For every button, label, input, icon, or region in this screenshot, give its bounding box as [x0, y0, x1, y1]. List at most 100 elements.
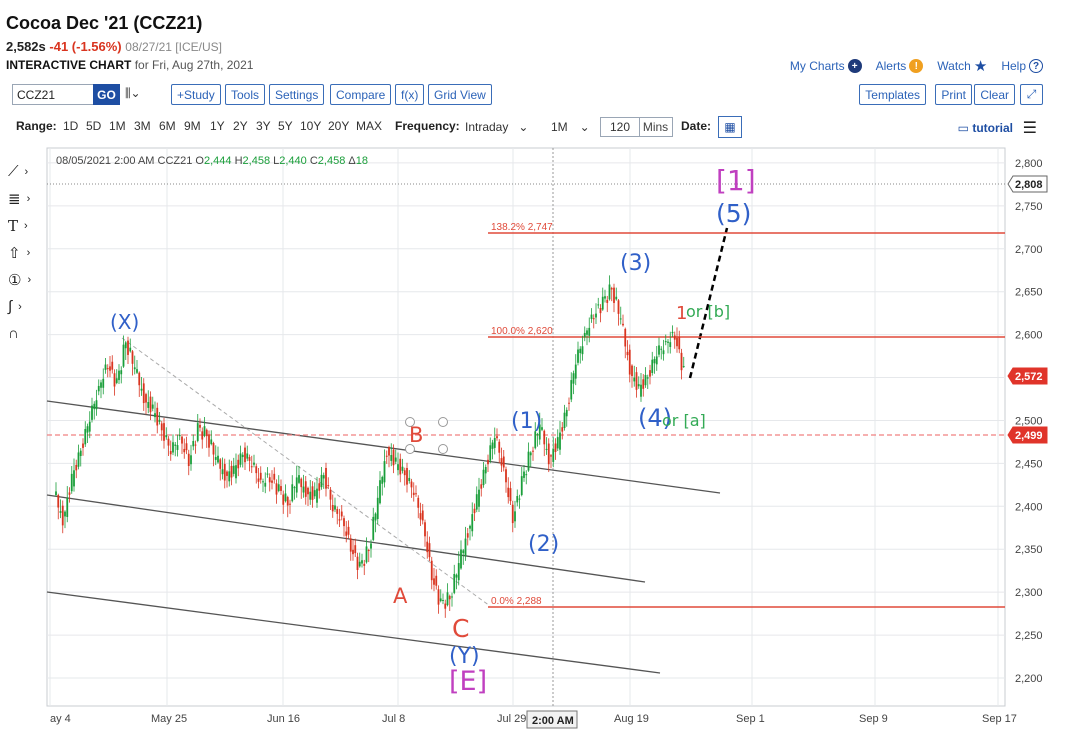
price-tag-box	[1007, 175, 1048, 193]
candle-body	[106, 368, 109, 370]
channel-line	[46, 400, 721, 494]
templates-button[interactable]: Templates	[859, 84, 926, 105]
range-10y[interactable]: 10Y	[300, 119, 322, 133]
range-1y[interactable]: 1Y	[210, 119, 225, 133]
candle-body	[113, 373, 116, 387]
candle-body	[372, 516, 375, 540]
candle-body	[241, 454, 244, 458]
candle-body	[586, 330, 588, 335]
date-label: Date:	[681, 119, 712, 133]
candle-body	[61, 505, 64, 526]
candle-body	[208, 434, 210, 448]
candle-body	[491, 442, 494, 449]
candle-body	[628, 349, 631, 375]
watch-link[interactable]: Watch ★	[937, 57, 987, 75]
price-chart[interactable]: 2,2002,2502,3002,3502,4002,4502,5002,550…	[0, 145, 1065, 744]
add-study-button[interactable]: +Study	[171, 84, 221, 105]
wave-label: (Y)	[449, 644, 480, 669]
my-charts-link[interactable]: My Charts +	[790, 59, 862, 73]
range-1d[interactable]: 1D	[63, 119, 79, 133]
candle-body	[680, 352, 683, 371]
line-tool[interactable]: ⟋ ›	[8, 158, 44, 185]
candle-body	[667, 341, 669, 343]
candle-body	[147, 402, 150, 408]
candle-body	[262, 481, 264, 483]
candle-body	[649, 370, 651, 377]
tutorial-link[interactable]: ▭ tutorial	[958, 121, 1013, 135]
alerts-link[interactable]: Alerts!	[876, 59, 924, 73]
candle-body	[59, 511, 62, 513]
candle-body	[266, 473, 269, 475]
chevron-right-icon: ›	[24, 165, 29, 178]
candle-body	[406, 467, 408, 485]
candle-body	[230, 465, 233, 478]
tools-button[interactable]: Tools	[225, 84, 266, 105]
date-picker-button[interactable]: ▦	[718, 116, 742, 138]
range-9m[interactable]: 9M	[184, 119, 201, 133]
candle-body	[403, 470, 406, 476]
range-max[interactable]: MAX	[356, 119, 383, 133]
period-dropdown[interactable]: 1M ⌄	[551, 117, 590, 137]
text-tool[interactable]: T ›	[8, 212, 44, 239]
candle-body	[291, 484, 294, 502]
candle-body	[442, 599, 444, 601]
trend-channels	[46, 183, 1005, 674]
range-2y[interactable]: 2Y	[233, 119, 248, 133]
candle-body	[212, 443, 215, 455]
arrow-tool[interactable]: ⇧ ›	[8, 239, 44, 266]
candle-body	[172, 442, 174, 453]
candle-body	[624, 328, 627, 347]
candle-body	[415, 493, 417, 495]
settings-button[interactable]: Settings	[269, 84, 325, 105]
candle-body	[295, 477, 298, 493]
frequency-dropdown[interactable]: Intraday ⌄	[465, 117, 528, 137]
candle-body	[361, 560, 363, 564]
hamburger-menu-icon[interactable]: ☰	[1022, 120, 1037, 137]
candle-body	[280, 486, 282, 491]
range-20y[interactable]: 20Y	[328, 119, 350, 133]
grid-view-button[interactable]: Grid View	[428, 84, 492, 105]
price-tag-label: 2,808	[1015, 179, 1043, 191]
candle-body	[55, 491, 57, 496]
clear-button[interactable]: Clear	[974, 84, 1015, 105]
expand-button[interactable]: ⤢	[1020, 84, 1043, 105]
path-tool[interactable]: ∫ ›	[8, 293, 44, 320]
range-3y[interactable]: 3Y	[256, 119, 271, 133]
chart-type-dropdown[interactable]: ⫼⌄	[125, 86, 141, 101]
candle-body	[226, 471, 228, 476]
candle-body	[174, 444, 177, 446]
range-1m[interactable]: 1M	[109, 119, 126, 133]
candle-body	[583, 332, 586, 338]
go-button[interactable]: GO	[93, 84, 120, 105]
candle-body	[284, 493, 287, 502]
range-5y[interactable]: 5Y	[278, 119, 293, 133]
range-5d[interactable]: 5D	[86, 119, 102, 133]
magnet-tool[interactable]: ∩	[8, 320, 44, 347]
chevron-right-icon: ›	[27, 273, 32, 286]
magnet-icon: ∩	[8, 325, 19, 342]
candle-body	[239, 453, 242, 465]
candle-body	[451, 596, 453, 598]
range-6m[interactable]: 6M	[159, 119, 176, 133]
symbol-input[interactable]	[12, 84, 94, 105]
watch-label: Watch	[937, 59, 971, 73]
mins-input[interactable]: 120	[600, 117, 640, 137]
fib-tool[interactable]: ≣ ›	[8, 185, 44, 212]
candle-body	[631, 365, 633, 377]
candle-body	[235, 465, 237, 479]
fx-button[interactable]: f(x)	[395, 84, 425, 105]
handle-circle	[438, 417, 448, 427]
candle-body	[669, 342, 672, 348]
candle-body	[257, 478, 260, 482]
wave-count-tool[interactable]: ① ›	[8, 266, 44, 293]
candle-body	[379, 480, 381, 504]
candle-body	[68, 492, 71, 495]
print-button[interactable]: Print	[935, 84, 972, 105]
range-3m[interactable]: 3M	[134, 119, 151, 133]
tutorial-icon: ▭	[957, 121, 973, 135]
x-to-c-dashed-line	[121, 337, 491, 607]
chart-subtitle: INTERACTIVE CHART for Fri, Aug 27th, 202…	[6, 58, 253, 72]
help-link[interactable]: Help?	[1001, 59, 1043, 73]
compare-button[interactable]: Compare	[330, 84, 392, 105]
candle-body	[466, 533, 469, 538]
